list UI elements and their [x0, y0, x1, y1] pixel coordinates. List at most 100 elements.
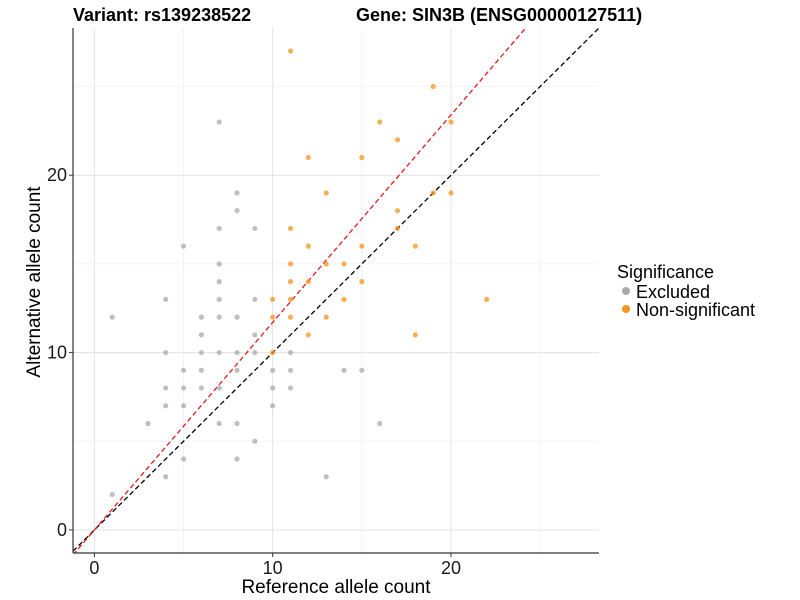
data-point-excluded [216, 296, 222, 302]
data-point-non-significant [394, 137, 401, 143]
data-point-non-significant [287, 48, 294, 54]
data-point-non-significant [270, 349, 276, 356]
data-point-non-significant [448, 190, 454, 196]
data-point-non-significant [287, 225, 294, 232]
data-point-non-significant [430, 83, 436, 90]
data-point-non-significant [430, 190, 436, 196]
data-point-excluded [180, 456, 187, 462]
plot-area [73, 28, 599, 553]
reference-line-identity [73, 28, 599, 552]
data-point-excluded [180, 243, 187, 249]
data-point-non-significant [359, 154, 365, 161]
y-tick-label: 0 [57, 520, 67, 540]
data-point-excluded [359, 367, 365, 373]
data-point-non-significant [323, 190, 329, 196]
legend-label-non-significant: Non-significant [636, 300, 755, 320]
data-point-non-significant [323, 261, 329, 267]
legend-label-excluded: Excluded [636, 282, 710, 302]
x-tick-label: 0 [89, 558, 99, 578]
legend: Significance Excluded Non-significant [617, 262, 755, 320]
data-points [109, 48, 490, 498]
axes: 0 10 20 0 10 20 [47, 28, 599, 578]
data-point-non-significant [412, 332, 418, 338]
data-point-excluded [216, 119, 222, 125]
y-tick-label: 10 [47, 343, 67, 363]
data-point-non-significant [287, 296, 294, 302]
data-point-excluded [216, 385, 222, 391]
reference-lines [73, 28, 599, 553]
data-point-excluded [198, 349, 204, 356]
legend-key-non-significant [622, 305, 630, 313]
data-point-excluded [163, 349, 169, 356]
data-point-excluded [270, 403, 276, 409]
data-point-non-significant [305, 332, 311, 338]
data-point-non-significant [323, 314, 329, 320]
data-point-excluded [252, 296, 258, 302]
y-axis-label: Alternative allele count [24, 186, 45, 378]
data-point-excluded [180, 367, 187, 373]
data-point-excluded [234, 420, 240, 427]
data-point-non-significant [394, 208, 401, 214]
data-point-excluded [270, 367, 276, 373]
data-point-non-significant [341, 261, 347, 267]
reference-line-fit [73, 28, 527, 553]
y-tick-label: 20 [47, 165, 67, 185]
data-point-excluded [163, 474, 169, 480]
data-point-excluded [163, 403, 169, 409]
data-point-excluded [216, 314, 222, 320]
data-point-excluded [109, 491, 115, 498]
chart-title-variant: Variant: rs139238522 [73, 5, 251, 25]
data-point-excluded [109, 314, 115, 320]
data-point-excluded [180, 385, 187, 391]
data-point-excluded [323, 474, 329, 480]
data-point-excluded [252, 438, 258, 444]
data-point-excluded [198, 314, 204, 320]
grid-lines [73, 28, 599, 553]
data-point-excluded [198, 385, 204, 391]
data-point-excluded [180, 403, 187, 409]
data-point-excluded [216, 420, 222, 427]
data-point-non-significant [394, 225, 401, 232]
axis-ticks: 0 10 20 0 10 20 [47, 165, 461, 578]
x-axis-label: Reference allele count [241, 577, 431, 598]
legend-title: Significance [617, 262, 714, 282]
data-point-excluded [198, 332, 204, 338]
data-point-excluded [216, 261, 222, 267]
data-point-excluded [234, 367, 240, 373]
data-point-non-significant [270, 314, 276, 320]
data-point-excluded [341, 367, 347, 373]
data-point-excluded [234, 456, 240, 462]
data-point-non-significant [377, 119, 383, 125]
data-point-excluded [287, 349, 294, 356]
chart-title-gene: Gene: SIN3B (ENSG00000127511) [356, 5, 642, 25]
data-point-excluded [216, 279, 222, 285]
data-point-non-significant [359, 279, 365, 285]
x-tick-label: 10 [263, 558, 283, 578]
data-point-non-significant [305, 154, 311, 161]
data-point-excluded [270, 385, 276, 391]
data-point-excluded [234, 349, 240, 356]
data-point-excluded [252, 349, 258, 356]
data-point-non-significant [270, 296, 276, 302]
data-point-non-significant [287, 261, 294, 267]
data-point-non-significant [287, 279, 294, 285]
data-point-excluded [216, 349, 222, 356]
data-point-non-significant [412, 243, 418, 249]
data-point-excluded [234, 190, 240, 196]
data-point-non-significant [287, 314, 294, 320]
data-point-non-significant [305, 279, 311, 285]
data-point-excluded [234, 314, 240, 320]
data-point-excluded [145, 420, 151, 427]
data-point-excluded [234, 208, 240, 214]
data-point-excluded [252, 332, 258, 338]
data-point-excluded [198, 367, 204, 373]
data-point-excluded [287, 385, 294, 391]
data-point-excluded [216, 225, 222, 232]
data-point-excluded [252, 225, 258, 232]
data-point-non-significant [484, 296, 490, 302]
x-tick-label: 20 [441, 558, 461, 578]
legend-key-excluded [622, 287, 630, 295]
data-point-non-significant [305, 243, 311, 249]
data-point-non-significant [448, 119, 454, 125]
